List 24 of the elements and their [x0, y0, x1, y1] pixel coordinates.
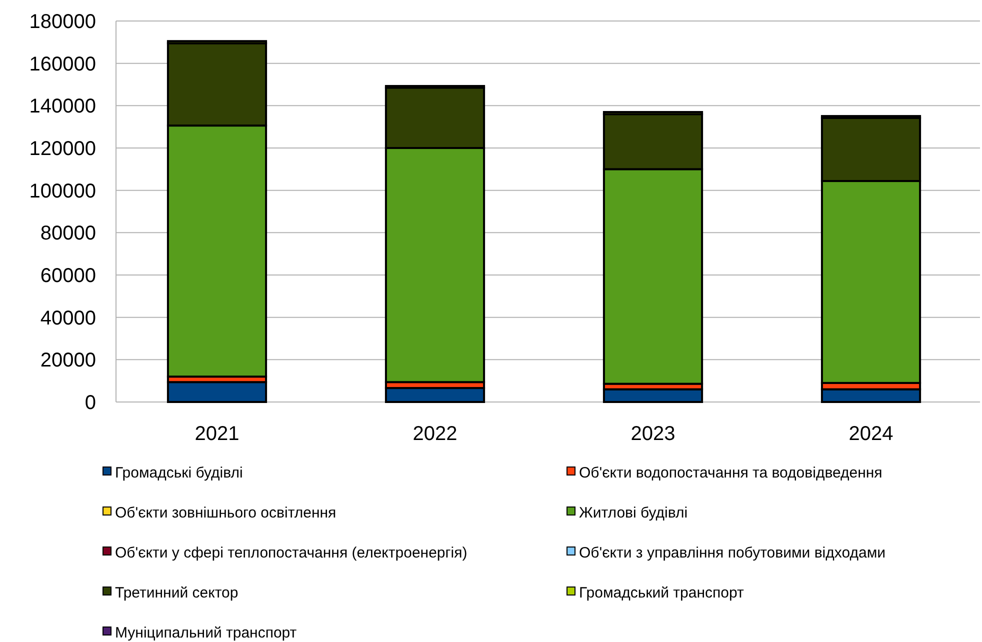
y-tick-label: 0: [84, 392, 96, 414]
y-tick-label: 100000: [29, 180, 96, 202]
legend-label: Третинний сектор: [115, 584, 238, 602]
y-tick-label: 180000: [29, 11, 96, 33]
legend-label: Муніципальний транспорт: [115, 624, 297, 642]
x-tick-label: 2024: [848, 423, 894, 445]
y-tick-label: 40000: [40, 307, 96, 330]
legend-label: Об'єкти зовнішнього освітлення: [115, 504, 336, 522]
x-tick-label: 2022: [412, 423, 458, 445]
legend-label: Об'єкти з управління побутовими відходами: [579, 544, 886, 562]
legend-label: Об'єкти водопостачання та водовідведення: [579, 464, 882, 482]
legend-label: Об'єкти у сфері теплопостачання (електроенергія): [115, 544, 468, 562]
y-tick-label: 60000: [40, 265, 96, 287]
bar: [166, 381, 268, 403]
x-tick-label: 2023: [630, 423, 676, 445]
y-tick-label: 80000: [40, 222, 96, 245]
x-tick-label: 2021: [194, 423, 240, 445]
y-tick-label: 140000: [29, 96, 96, 118]
legend-label: Житлові будівлі: [579, 504, 688, 522]
y-tick-label: 20000: [40, 350, 96, 372]
legend-label: Громадський транспорт: [579, 584, 744, 602]
y-tick-label: 160000: [29, 53, 96, 76]
y-tick-label: 120000: [29, 138, 96, 160]
legend-label: Громадські будівлі: [115, 464, 243, 482]
